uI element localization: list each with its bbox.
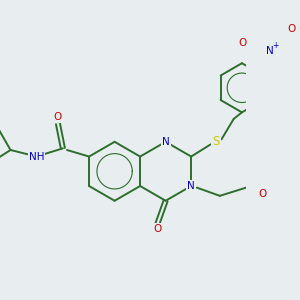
Text: S: S <box>212 135 219 148</box>
Text: N: N <box>266 46 274 56</box>
Text: N: N <box>162 137 170 147</box>
Text: O: O <box>288 24 296 34</box>
Text: +: + <box>272 41 279 50</box>
Text: O: O <box>153 224 162 234</box>
Text: NH: NH <box>29 152 44 161</box>
Text: O: O <box>258 189 266 199</box>
Text: −: − <box>298 24 300 33</box>
Text: N: N <box>187 181 195 191</box>
Text: O: O <box>238 38 247 48</box>
Text: O: O <box>54 112 62 122</box>
